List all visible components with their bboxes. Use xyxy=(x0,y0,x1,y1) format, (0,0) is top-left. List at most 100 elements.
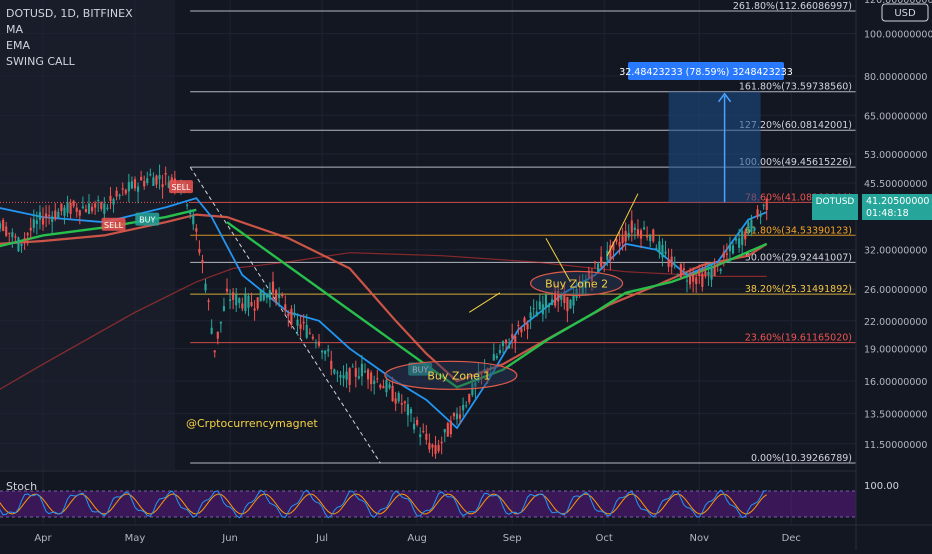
candle-body[interactable] xyxy=(443,429,446,433)
candle-body[interactable] xyxy=(339,374,342,378)
candle-body[interactable] xyxy=(103,203,106,214)
candle-body[interactable] xyxy=(538,301,541,310)
candle-body[interactable] xyxy=(458,414,462,419)
candle-body[interactable] xyxy=(366,369,370,380)
candle-body[interactable] xyxy=(244,294,247,311)
candle-body[interactable] xyxy=(379,384,382,388)
candle-body[interactable] xyxy=(419,434,422,438)
candle-body[interactable] xyxy=(535,311,538,317)
candle-body[interactable] xyxy=(146,178,149,184)
candle-body[interactable] xyxy=(440,441,443,444)
candle-body[interactable] xyxy=(57,211,60,218)
candle-body[interactable] xyxy=(400,403,403,405)
candle-body[interactable] xyxy=(281,294,284,297)
candle-body[interactable] xyxy=(278,293,281,299)
candle-body[interactable] xyxy=(219,321,222,324)
candle-body[interactable] xyxy=(750,219,753,232)
candle-body[interactable] xyxy=(115,190,118,197)
candle-body[interactable] xyxy=(63,207,66,216)
candle-body[interactable] xyxy=(124,189,127,194)
candle-body[interactable] xyxy=(624,230,627,242)
candle-body[interactable] xyxy=(216,331,219,339)
candle-body[interactable] xyxy=(354,368,357,377)
candle-body[interactable] xyxy=(265,293,268,298)
candle-body[interactable] xyxy=(563,293,566,303)
candle-body[interactable] xyxy=(271,281,275,293)
candle-body[interactable] xyxy=(324,350,327,354)
candle-body[interactable] xyxy=(520,328,523,333)
candle-body[interactable] xyxy=(688,272,692,285)
candle-body[interactable] xyxy=(87,203,91,214)
candle-body[interactable] xyxy=(483,369,486,371)
candle-body[interactable] xyxy=(29,227,32,231)
candle-body[interactable] xyxy=(250,302,253,307)
candle-body[interactable] xyxy=(416,419,419,425)
candle-body[interactable] xyxy=(486,368,489,374)
candle-body[interactable] xyxy=(596,263,600,272)
candle-body[interactable] xyxy=(189,210,192,215)
candle-body[interactable] xyxy=(658,241,661,253)
candle-body[interactable] xyxy=(397,393,400,402)
candle-body[interactable] xyxy=(765,199,768,210)
candle-body[interactable] xyxy=(670,256,673,268)
candle-body[interactable] xyxy=(747,222,750,233)
candle-body[interactable] xyxy=(253,308,256,311)
candle-body[interactable] xyxy=(228,299,232,301)
candle-body[interactable] xyxy=(23,238,26,240)
candle-body[interactable] xyxy=(501,341,505,347)
buy-signal[interactable] xyxy=(408,362,433,376)
candle-body[interactable] xyxy=(557,291,560,302)
candle-body[interactable] xyxy=(290,308,293,325)
candle-body[interactable] xyxy=(590,274,594,282)
candle-body[interactable] xyxy=(544,294,548,308)
candle-body[interactable] xyxy=(118,194,121,196)
candle-body[interactable] xyxy=(35,220,38,224)
candle-body[interactable] xyxy=(621,236,624,244)
candle-body[interactable] xyxy=(235,294,238,306)
candle-body[interactable] xyxy=(731,245,735,254)
candle-body[interactable] xyxy=(32,219,35,228)
candle-body[interactable] xyxy=(498,350,502,354)
candle-body[interactable] xyxy=(287,313,290,317)
projection-box[interactable] xyxy=(668,91,761,203)
candle-body[interactable] xyxy=(360,363,364,377)
candle-body[interactable] xyxy=(492,354,495,361)
candle-body[interactable] xyxy=(462,405,465,411)
candle-body[interactable] xyxy=(406,404,410,416)
candle-body[interactable] xyxy=(630,220,633,233)
candle-body[interactable] xyxy=(140,176,143,181)
candle-body[interactable] xyxy=(8,232,11,234)
candle-body[interactable] xyxy=(480,373,483,375)
indicator-swing-call-label[interactable]: SWING CALL xyxy=(6,55,76,68)
candle-body[interactable] xyxy=(78,210,81,216)
candle-body[interactable] xyxy=(523,317,526,323)
candle-body[interactable] xyxy=(382,386,385,389)
candle-body[interactable] xyxy=(376,378,379,380)
candle-body[interactable] xyxy=(572,295,575,306)
candle-body[interactable] xyxy=(342,375,345,379)
candle-body[interactable] xyxy=(428,442,431,450)
candle-body[interactable] xyxy=(296,319,299,326)
candle-body[interactable] xyxy=(100,202,103,209)
candle-body[interactable] xyxy=(69,202,72,214)
candle-body[interactable] xyxy=(192,215,195,225)
candle-body[interactable] xyxy=(14,236,17,238)
candle-body[interactable] xyxy=(0,223,2,229)
candle-body[interactable] xyxy=(198,248,201,253)
candle-body[interactable] xyxy=(333,369,336,374)
candle-body[interactable] xyxy=(541,304,544,315)
candle-body[interactable] xyxy=(431,444,434,448)
candle-body[interactable] xyxy=(186,204,189,206)
ma-long-line[interactable] xyxy=(0,252,767,433)
candle-body[interactable] xyxy=(446,423,449,437)
candle-body[interactable] xyxy=(465,405,468,407)
candle-body[interactable] xyxy=(20,243,23,246)
ema-green-line[interactable] xyxy=(0,208,197,289)
candle-body[interactable] xyxy=(262,294,265,301)
indicator-ma-label[interactable]: MA xyxy=(6,23,23,36)
candle-body[interactable] xyxy=(2,219,5,232)
candle-body[interactable] xyxy=(143,181,146,187)
candle-body[interactable] xyxy=(363,370,367,373)
candle-body[interactable] xyxy=(575,288,578,298)
candle-body[interactable] xyxy=(615,239,618,242)
